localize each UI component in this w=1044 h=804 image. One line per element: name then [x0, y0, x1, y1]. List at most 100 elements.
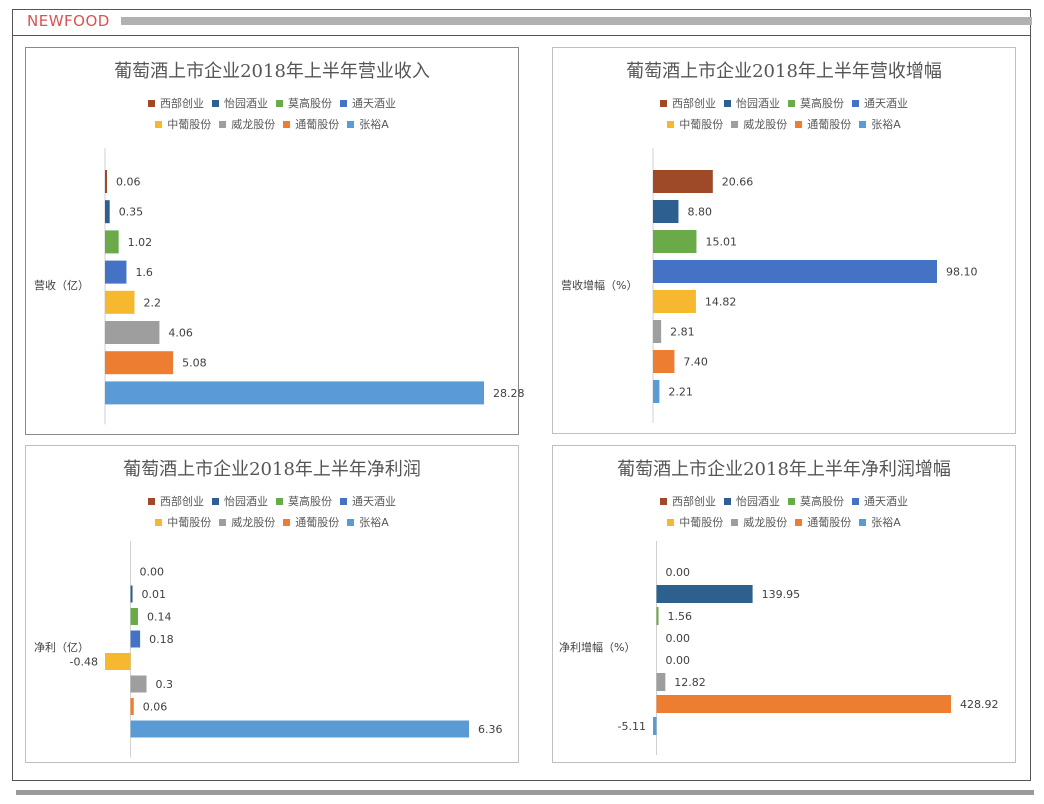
legend-swatch: [724, 497, 731, 505]
bar: [653, 320, 662, 343]
data-label: 0.06: [116, 176, 141, 189]
header-divider: [12, 35, 1031, 36]
legend-item: 张裕A: [347, 116, 389, 132]
data-label: 7.40: [683, 356, 708, 369]
legend-item: 通葡股份: [795, 514, 851, 530]
axis-label-y: 净利（亿）: [34, 641, 89, 654]
data-label: 0.00: [666, 654, 691, 667]
legend-label: 张裕A: [871, 516, 901, 529]
legend-label: 中葡股份: [679, 516, 724, 529]
legend-item: 莫高股份: [276, 95, 332, 111]
legend-label: 莫高股份: [288, 495, 332, 508]
data-label: 0.35: [119, 206, 144, 219]
legend-label: 西部创业: [672, 97, 716, 110]
legend-item: 怡园酒业: [212, 95, 268, 111]
legend-label: 通葡股份: [295, 118, 340, 131]
chart-legend: 西部创业 怡园酒业 莫高股份 通天酒业 中葡股份 威龙股份 通葡股份 张裕A: [26, 493, 518, 530]
data-label: 0.00: [140, 566, 165, 579]
legend-item: 通天酒业: [852, 95, 908, 111]
data-label: 0.06: [143, 701, 168, 714]
chart-title: 葡萄酒上市企业2018年上半年营收增幅: [626, 61, 942, 82]
data-label: 5.08: [182, 357, 207, 370]
bar: [656, 673, 666, 691]
legend-swatch: [852, 497, 859, 505]
legend-swatch: [667, 518, 675, 526]
data-label: 0.3: [156, 678, 174, 691]
axis-label-y: 营收（亿）: [34, 279, 89, 292]
legend-label: 怡园酒业: [736, 97, 780, 110]
legend-row: 中葡股份 威龙股份 通葡股份 张裕A: [667, 116, 901, 132]
data-label: 2.81: [670, 326, 695, 339]
legend-swatch: [724, 99, 731, 107]
legend-item: 通葡股份: [795, 116, 851, 132]
legend-item: 西部创业: [660, 493, 716, 509]
bottom-shadow: [16, 790, 1034, 795]
data-label: -5.11: [618, 720, 646, 733]
bar: [105, 351, 174, 375]
data-label: 428.92: [960, 698, 999, 711]
bar: [653, 380, 660, 403]
bar-plot: 0.06 0.35 1.02 1.6 2.2 4.06 5.08 28.28: [104, 148, 525, 425]
legend-row: 西部创业 怡园酒业 莫高股份 通天酒业: [148, 493, 396, 509]
brand-label: NEWFOOD: [27, 12, 110, 30]
legend-swatch: [852, 99, 859, 107]
data-label: 1.56: [668, 610, 693, 623]
legend-row: 西部创业 怡园酒业 莫高股份 通天酒业: [660, 95, 908, 111]
legend-item: 西部创业: [148, 95, 204, 111]
bar: [653, 170, 713, 193]
data-label: 15.01: [705, 236, 737, 249]
data-label: 0.00: [666, 632, 691, 645]
legend-swatch: [212, 497, 219, 505]
bar-plot: 0.00 139.95 1.56 0.00 0.00 12.82 428.92 -5.11: [618, 541, 999, 755]
data-label: 2.21: [668, 386, 693, 399]
bar: [130, 585, 133, 603]
bar: [105, 200, 110, 224]
bar: [653, 230, 697, 253]
data-label: 8.80: [687, 206, 712, 219]
chart-legend: 西部创业 怡园酒业 莫高股份 通天酒业 中葡股份 威龙股份 通葡股份 张裕A: [26, 95, 518, 132]
outer-frame: [12, 9, 1031, 781]
legend-swatch: [340, 99, 347, 107]
legend-label: 威龙股份: [231, 118, 276, 131]
bar: [130, 675, 147, 693]
legend-item: 怡园酒业: [724, 95, 780, 111]
chart-title: 葡萄酒上市企业2018年上半年净利润: [123, 459, 421, 480]
legend-item: 中葡股份: [667, 116, 723, 132]
legend-item: 张裕A: [347, 514, 389, 530]
legend-item: 威龙股份: [731, 514, 787, 530]
legend-swatch: [795, 120, 803, 128]
legend-row: 中葡股份 威龙股份 通葡股份 张裕A: [155, 514, 389, 530]
legend-item: 通葡股份: [283, 514, 339, 530]
legend-swatch: [795, 518, 803, 526]
data-label: 0.01: [142, 588, 167, 601]
legend-swatch: [155, 120, 163, 128]
legend-item: 中葡股份: [155, 116, 211, 132]
legend-swatch: [660, 497, 667, 505]
legend-row: 西部创业 怡园酒业 莫高股份 通天酒业: [148, 95, 396, 111]
legend-item: 通葡股份: [283, 116, 339, 132]
bar: [653, 290, 696, 313]
bar: [105, 321, 160, 344]
chart-panel-revenue-growth: 葡萄酒上市企业2018年上半年营收增幅西部创业 怡园酒业 莫高股份 通天酒业中葡股份 威…: [552, 47, 1016, 434]
bar: [653, 200, 679, 223]
legend-item: 威龙股份: [219, 514, 275, 530]
legend-label: 西部创业: [160, 97, 204, 110]
legend-label: 怡园酒业: [224, 97, 268, 110]
bar: [130, 630, 141, 648]
legend-swatch: [788, 497, 795, 505]
legend-item: 通天酒业: [852, 493, 908, 509]
axis-label-y: 营收增幅（%）: [561, 279, 638, 292]
bar: [656, 695, 951, 713]
legend-label: 威龙股份: [231, 516, 276, 529]
bar: [105, 170, 107, 193]
legend-label: 莫高股份: [800, 97, 844, 110]
legend-swatch: [283, 518, 291, 526]
legend-item: 中葡股份: [667, 514, 723, 530]
legend-swatch: [347, 518, 355, 526]
data-label: 1.6: [135, 266, 153, 279]
legend-item: 西部创业: [148, 493, 204, 509]
legend-label: 通天酒业: [864, 495, 908, 508]
bar: [656, 585, 753, 603]
data-label: 1.02: [128, 236, 153, 249]
legend-swatch: [276, 497, 283, 505]
